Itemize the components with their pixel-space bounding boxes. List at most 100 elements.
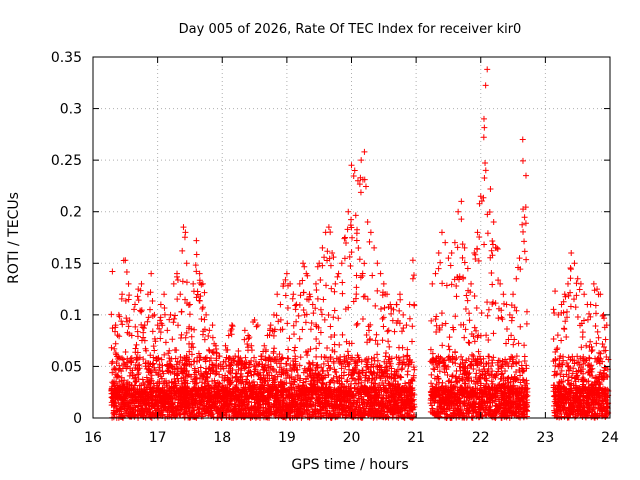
data-point xyxy=(203,311,210,318)
data-point xyxy=(161,304,168,311)
data-point xyxy=(314,295,321,302)
data-point xyxy=(317,277,324,284)
data-point xyxy=(139,376,146,383)
data-point xyxy=(290,291,297,298)
data-point xyxy=(325,224,332,231)
data-point xyxy=(199,331,206,338)
data-point xyxy=(168,378,175,385)
data-point xyxy=(157,335,164,342)
data-point xyxy=(271,345,278,352)
data-point xyxy=(127,359,134,366)
data-point xyxy=(409,323,416,330)
data-point xyxy=(196,375,203,382)
data-point xyxy=(391,328,398,335)
data-point xyxy=(277,301,284,308)
data-point xyxy=(175,378,182,385)
data-point xyxy=(158,356,165,363)
data-point xyxy=(137,287,144,294)
data-point xyxy=(445,255,452,262)
data-point xyxy=(341,255,348,262)
data-point xyxy=(369,272,376,279)
data-point xyxy=(345,208,352,215)
data-point xyxy=(109,268,116,275)
data-point xyxy=(446,346,453,353)
data-point xyxy=(203,354,210,361)
data-point xyxy=(194,288,201,295)
data-point xyxy=(201,316,208,323)
data-point xyxy=(188,333,195,340)
data-point xyxy=(481,124,488,131)
data-point xyxy=(474,245,481,252)
data-point xyxy=(480,134,487,141)
data-point xyxy=(324,345,331,352)
data-point xyxy=(296,301,303,308)
data-point xyxy=(164,368,171,375)
data-point xyxy=(381,304,388,311)
data-point xyxy=(182,372,189,379)
data-point xyxy=(224,377,231,384)
data-point xyxy=(133,341,140,348)
data-point xyxy=(291,331,298,338)
data-point xyxy=(480,194,487,201)
data-point xyxy=(198,315,205,322)
data-point xyxy=(149,297,156,304)
data-point xyxy=(492,300,499,307)
data-point xyxy=(455,208,462,215)
data-point xyxy=(140,356,147,363)
data-point xyxy=(379,315,386,322)
data-point xyxy=(191,365,198,372)
data-point xyxy=(321,316,328,323)
data-point xyxy=(149,396,156,403)
data-point xyxy=(283,270,290,277)
data-point xyxy=(193,374,200,381)
data-point xyxy=(166,393,173,400)
data-point xyxy=(149,312,156,319)
data-point xyxy=(166,379,173,386)
data-point xyxy=(178,331,185,338)
data-point xyxy=(317,306,324,313)
data-point xyxy=(319,244,326,251)
data-point xyxy=(163,377,170,384)
data-point xyxy=(328,285,335,292)
data-point xyxy=(480,115,487,122)
data-point xyxy=(439,379,446,386)
data-point xyxy=(229,323,236,330)
data-point xyxy=(223,363,230,370)
data-point xyxy=(192,380,199,387)
data-point xyxy=(211,377,218,384)
data-point xyxy=(411,366,418,373)
data-point xyxy=(313,345,320,352)
data-point xyxy=(344,348,351,355)
data-point xyxy=(116,333,123,340)
data-point xyxy=(185,301,192,308)
data-point xyxy=(490,354,497,361)
data-point xyxy=(206,327,213,334)
data-point xyxy=(351,167,358,174)
data-point xyxy=(508,332,515,339)
data-point xyxy=(205,408,212,415)
data-point xyxy=(284,304,291,311)
data-point xyxy=(174,370,181,377)
data-point xyxy=(153,355,160,362)
data-point xyxy=(183,279,190,286)
data-point xyxy=(465,339,472,346)
data-point xyxy=(216,353,223,360)
data-point xyxy=(318,311,325,318)
data-point xyxy=(301,263,308,270)
data-point xyxy=(396,307,403,314)
data-point xyxy=(356,256,363,263)
data-point xyxy=(146,378,153,385)
data-point xyxy=(242,354,249,361)
data-point xyxy=(481,241,488,248)
data-point xyxy=(199,305,206,312)
data-point xyxy=(461,334,468,341)
data-point xyxy=(120,257,127,264)
data-point xyxy=(316,340,323,347)
data-point xyxy=(374,287,381,294)
data-point xyxy=(179,278,186,285)
data-point xyxy=(464,297,471,304)
data-point xyxy=(190,344,197,351)
data-point xyxy=(510,291,517,298)
data-point xyxy=(193,237,200,244)
data-point xyxy=(432,270,439,277)
